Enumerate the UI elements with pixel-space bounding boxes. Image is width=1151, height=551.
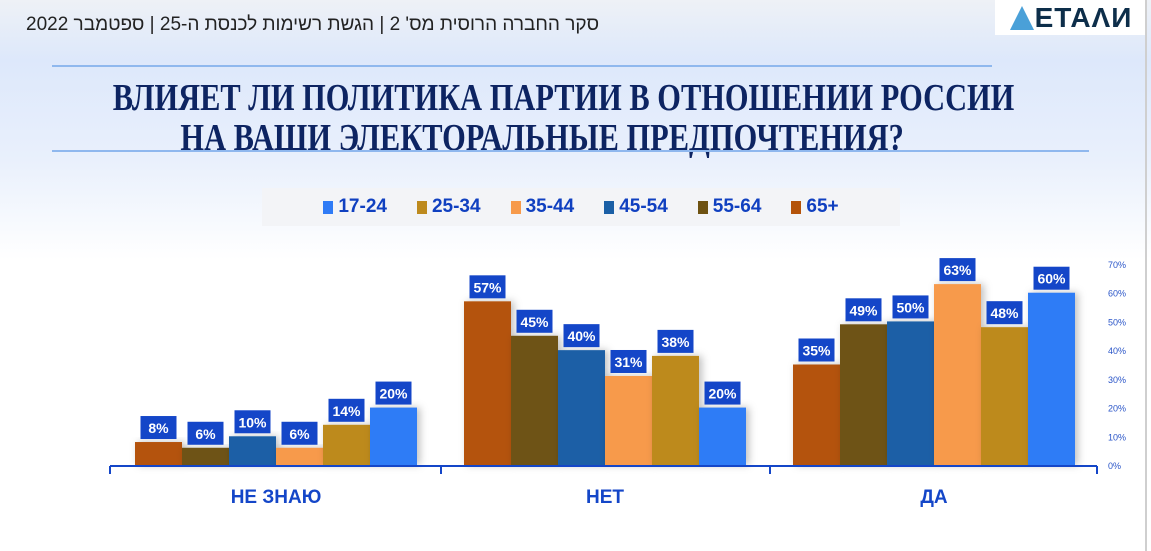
y-tick-label: 50% bbox=[1108, 317, 1126, 327]
legend-label: 55-64 bbox=[712, 196, 762, 217]
data-label: 6% bbox=[289, 426, 310, 442]
legend: 17-24 25-34 35-44 45-54 55-64 65+ bbox=[262, 188, 900, 226]
legend-swatch bbox=[697, 200, 708, 214]
data-label: 8% bbox=[148, 420, 169, 436]
bar-35-44-1 bbox=[605, 375, 652, 465]
data-label: 50% bbox=[896, 299, 925, 315]
category-label: НЕТ bbox=[586, 487, 624, 508]
bar-35-44-2 bbox=[934, 284, 981, 465]
y-tick-label: 30% bbox=[1108, 375, 1126, 385]
data-label-box bbox=[375, 381, 412, 405]
data-label-box bbox=[469, 275, 506, 299]
title-underline bbox=[52, 150, 1089, 152]
data-label-box bbox=[1033, 266, 1070, 290]
legend-item-35-44: 35-44 bbox=[510, 196, 575, 218]
y-tick-label: 70% bbox=[1108, 260, 1126, 270]
legend-item-45-54: 45-54 bbox=[604, 196, 668, 218]
data-label: 38% bbox=[661, 334, 690, 350]
bar-17-24-0 bbox=[370, 407, 417, 465]
legend-item-17-24: 17-24 bbox=[323, 196, 387, 218]
delta-logo-icon bbox=[1009, 5, 1034, 30]
top-rule bbox=[52, 65, 992, 67]
bar-45-54-2 bbox=[887, 321, 934, 465]
legend-item-55-64: 55-64 bbox=[697, 196, 762, 218]
category-label: НЕ ЗНАЮ bbox=[231, 487, 322, 508]
legend-label: 45-54 bbox=[619, 196, 668, 217]
data-label: 40% bbox=[567, 328, 596, 344]
data-label-box bbox=[986, 301, 1023, 325]
data-label: 63% bbox=[943, 262, 972, 278]
y-tick-label: 0% bbox=[1108, 461, 1121, 471]
bar-25-34-0 bbox=[323, 424, 370, 465]
data-label-box bbox=[798, 338, 835, 362]
legend-swatch bbox=[791, 200, 802, 214]
data-label-box bbox=[187, 421, 224, 445]
data-label-box bbox=[281, 421, 318, 445]
legend-swatch bbox=[604, 200, 615, 214]
data-label-box bbox=[234, 410, 271, 434]
bar-65+-1 bbox=[464, 301, 511, 465]
bar-17-24-1 bbox=[699, 407, 746, 465]
data-label: 14% bbox=[332, 403, 361, 419]
y-tick-label: 10% bbox=[1108, 432, 1126, 442]
data-label: 20% bbox=[379, 386, 408, 402]
legend-label: 17-24 bbox=[338, 196, 387, 217]
data-label-box bbox=[563, 324, 600, 348]
data-label-box bbox=[892, 295, 929, 319]
data-label: 31% bbox=[614, 354, 643, 370]
data-label-box bbox=[657, 329, 694, 353]
data-label-box bbox=[140, 416, 177, 440]
chart-title-line-1: ВЛИЯЕТ ЛИ ПОЛИТИКА ПАРТИИ В ОТНОШЕНИИ РО… bbox=[112, 77, 1015, 119]
legend-label: 25-34 bbox=[431, 196, 481, 217]
data-label: 6% bbox=[195, 426, 216, 442]
bar-25-34-1 bbox=[652, 355, 699, 465]
data-label-box bbox=[516, 309, 553, 333]
bar-55-64-0 bbox=[182, 447, 229, 465]
y-tick-label: 60% bbox=[1108, 289, 1126, 299]
data-label-box bbox=[328, 398, 365, 422]
y-tick-label: 20% bbox=[1108, 404, 1126, 414]
data-label: 49% bbox=[849, 302, 878, 318]
data-label-box bbox=[845, 298, 882, 322]
bar-45-54-0 bbox=[229, 436, 276, 465]
data-label-box bbox=[610, 349, 647, 373]
data-label: 57% bbox=[473, 279, 502, 295]
data-label: 35% bbox=[802, 343, 831, 359]
legend-swatch bbox=[416, 200, 427, 214]
legend-swatch bbox=[323, 200, 334, 214]
data-label: 10% bbox=[238, 414, 267, 430]
data-label: 20% bbox=[708, 386, 737, 402]
bar-55-64-2 bbox=[840, 324, 887, 465]
survey-header: סקר החברה הרוסית מס' 2 | הגשת רשימות לכנ… bbox=[26, 14, 600, 35]
bar-65+-2 bbox=[793, 364, 840, 465]
data-label-box bbox=[939, 258, 976, 282]
legend-item-65+: 65+ bbox=[791, 196, 839, 218]
legend-swatch bbox=[510, 200, 521, 214]
bar-35-44-0 bbox=[276, 447, 323, 465]
bar-25-34-2 bbox=[981, 327, 1028, 465]
category-label: ДА bbox=[920, 487, 948, 508]
legend-label: 35-44 bbox=[525, 196, 575, 217]
bar-45-54-1 bbox=[558, 350, 605, 465]
bar-65+-0 bbox=[135, 442, 182, 465]
logo: ΕΤΑΛИ bbox=[995, 0, 1147, 35]
data-label: 48% bbox=[990, 305, 1019, 321]
data-label: 45% bbox=[520, 314, 549, 330]
data-label: 60% bbox=[1037, 271, 1066, 287]
bar-17-24-2 bbox=[1028, 292, 1075, 465]
bar-55-64-1 bbox=[511, 335, 558, 465]
y-tick-label: 40% bbox=[1108, 346, 1126, 356]
legend-item-25-34: 25-34 bbox=[416, 196, 481, 218]
data-label-box bbox=[704, 381, 741, 405]
legend-label: 65+ bbox=[806, 196, 839, 217]
